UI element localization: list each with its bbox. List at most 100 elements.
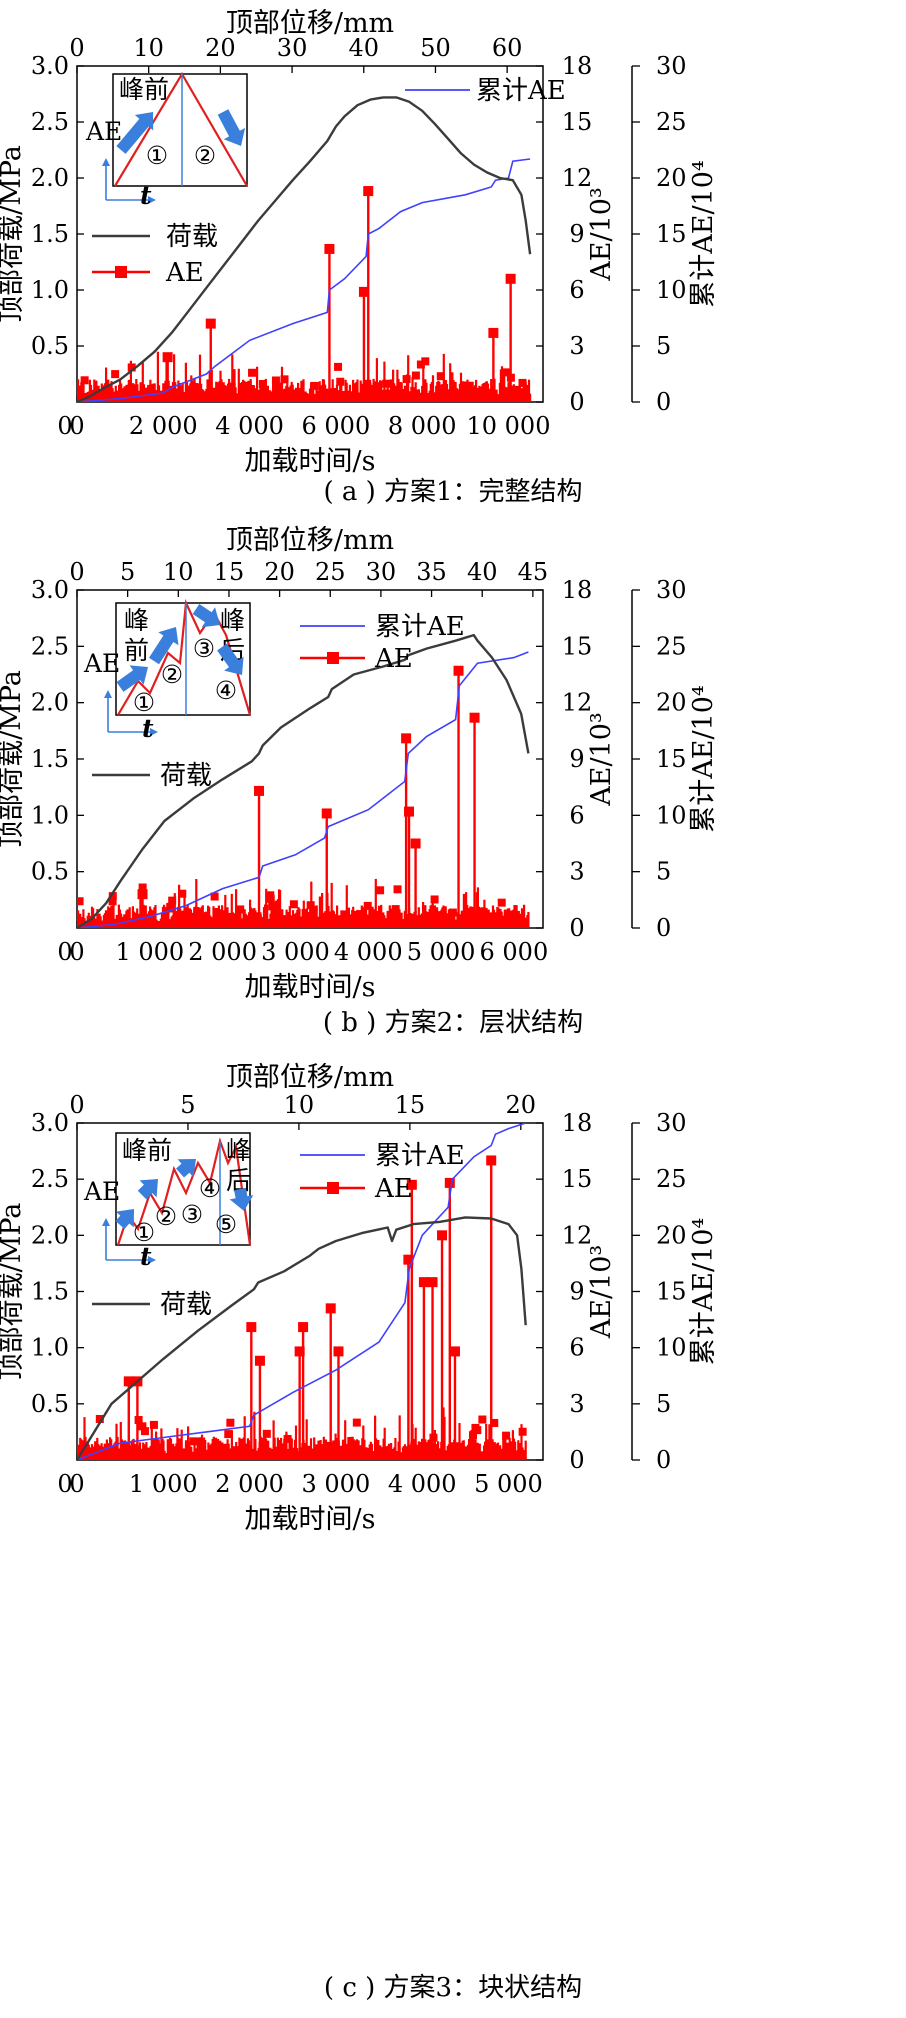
x-axis-tick-label: 10 000 bbox=[466, 412, 550, 440]
inset-fall-arrow bbox=[229, 1187, 254, 1211]
y-right1-tick-label: 0 bbox=[569, 388, 584, 416]
legend-cum-label: 累计AE bbox=[375, 1141, 465, 1171]
inset-x-arrowhead bbox=[148, 1256, 156, 1264]
ae-marker-minor bbox=[518, 378, 527, 387]
cumulative-ae-line bbox=[77, 651, 529, 928]
y-right2-tick-label: 10 bbox=[656, 801, 687, 829]
y-right2-title: 累计AE/10⁴ bbox=[688, 1218, 719, 1366]
top-axis-tick-label: 40 bbox=[467, 558, 498, 586]
y-left-tick-label: 2.5 bbox=[31, 1165, 69, 1193]
ae-marker-minor bbox=[253, 912, 262, 921]
top-axis-tick-label: 15 bbox=[395, 1091, 426, 1119]
ae-marker-minor bbox=[140, 1427, 149, 1436]
ae-marker-minor bbox=[271, 376, 280, 385]
y-right1-tick-label: 3 bbox=[569, 858, 584, 886]
top-axis-tick-label: 25 bbox=[315, 558, 346, 586]
top-axis-tick-label: 20 bbox=[506, 1091, 537, 1119]
x-axis-title: 加载时间/s bbox=[245, 446, 376, 477]
x-axis-tick-label: 8 000 bbox=[388, 412, 457, 440]
origin-label: 0 bbox=[57, 938, 72, 966]
x-axis-tick-label: 4 000 bbox=[388, 1470, 457, 1498]
y-left-tick-label: 0.5 bbox=[31, 332, 69, 360]
ae-marker-minor bbox=[513, 385, 522, 394]
ae-marker-minor bbox=[138, 883, 147, 892]
inset-stage-text: 峰 bbox=[124, 606, 149, 635]
inset-stage-text: 峰前 bbox=[119, 75, 169, 104]
y-right2-title: 累计AE/10⁴ bbox=[688, 160, 719, 308]
y-right1-tick-label: 9 bbox=[569, 1278, 584, 1306]
legend-ae-label: AE bbox=[374, 644, 413, 674]
ae-peak-marker bbox=[254, 1355, 265, 1366]
ae-marker-minor bbox=[149, 1420, 158, 1429]
y-left-tick-label: 1.5 bbox=[31, 745, 69, 773]
y-left-tick-label: 2.5 bbox=[31, 632, 69, 660]
y-right1-tick-label: 0 bbox=[569, 1446, 584, 1474]
ae-marker-minor bbox=[465, 381, 474, 390]
y-right1-tick-label: 18 bbox=[562, 1109, 593, 1137]
ae-marker-minor bbox=[224, 1430, 233, 1439]
top-axis-tick-label: 35 bbox=[416, 558, 447, 586]
y-left-tick-label: 2.5 bbox=[31, 108, 69, 136]
ae-marker-minor bbox=[272, 384, 281, 393]
x-axis-tick-label: 4 000 bbox=[215, 412, 284, 440]
ae-marker-minor bbox=[478, 907, 487, 916]
ae-marker-minor bbox=[382, 379, 391, 388]
x-axis-tick-label: 0 bbox=[69, 1470, 84, 1498]
y-right2-tick-label: 0 bbox=[656, 388, 671, 416]
y-right1-tick-label: 6 bbox=[569, 1334, 584, 1362]
ae-marker-minor bbox=[505, 1444, 514, 1453]
ae-marker-minor bbox=[266, 894, 275, 903]
ae-peak-marker bbox=[363, 186, 374, 197]
y-left-tick-label: 1.5 bbox=[31, 1278, 69, 1306]
ae-marker-minor bbox=[151, 1439, 160, 1448]
y-right2-tick-label: 5 bbox=[656, 858, 671, 886]
legend-ae-label: AE bbox=[374, 1174, 413, 1204]
inset-stage-text: 峰前 bbox=[122, 1136, 172, 1165]
ae-peak-marker bbox=[325, 1303, 336, 1314]
inset-y-arrowhead bbox=[102, 1218, 110, 1226]
ae-marker-minor bbox=[248, 368, 257, 377]
x-axis-tick-label: 2 000 bbox=[129, 412, 198, 440]
y-left-title: 顶部荷载/MPa bbox=[0, 145, 27, 323]
x-axis-tick-label: 6 000 bbox=[302, 412, 371, 440]
y-right1-tick-label: 18 bbox=[562, 52, 593, 80]
x-axis-tick-label: 4 000 bbox=[334, 938, 403, 966]
ae-marker-minor bbox=[243, 381, 252, 390]
ae-peak-marker bbox=[469, 712, 480, 723]
inset-fall-arrow bbox=[192, 604, 220, 628]
top-axis-tick-label: 60 bbox=[492, 34, 523, 62]
y-right1-tick-label: 3 bbox=[569, 332, 584, 360]
inset-xlabel: t bbox=[142, 714, 154, 743]
inset-stage-4: ④ bbox=[199, 1174, 221, 1203]
y-left-title: 顶部荷载/MPa bbox=[0, 670, 27, 848]
ae-peak-marker bbox=[401, 733, 412, 744]
x-axis-tick-label: 1 000 bbox=[129, 1470, 198, 1498]
inset-stage-1: ① bbox=[133, 1218, 155, 1247]
ae-marker-minor bbox=[210, 892, 219, 901]
inset-y-arrowhead bbox=[104, 690, 112, 698]
ae-marker-minor bbox=[80, 376, 89, 385]
ae-peak-marker bbox=[205, 318, 216, 329]
ae-marker-minor bbox=[351, 1440, 360, 1449]
x-axis-tick-label: 5 000 bbox=[407, 938, 476, 966]
ae-peak-marker bbox=[410, 838, 421, 849]
y-right2-title: 累计AE/10⁴ bbox=[688, 685, 719, 833]
top-axis-tick-label: 20 bbox=[205, 34, 236, 62]
inset-stage-1: ① bbox=[133, 688, 155, 717]
top-axis-tick-label: 0 bbox=[69, 34, 84, 62]
ae-peak-marker bbox=[488, 327, 499, 338]
inset-stage-4: ④ bbox=[215, 676, 237, 705]
ae-marker-minor bbox=[468, 1431, 477, 1440]
ae-base-band bbox=[77, 395, 531, 402]
y-right1-tick-label: 15 bbox=[562, 632, 593, 660]
inset-stage-2: ② bbox=[161, 660, 183, 689]
y-left-tick-label: 1.0 bbox=[31, 801, 69, 829]
y-right1-tick-label: 12 bbox=[562, 1221, 593, 1249]
legend-ae-marker bbox=[327, 652, 339, 664]
y-right2-tick-label: 20 bbox=[656, 689, 687, 717]
inset-stage-2: ② bbox=[194, 141, 216, 170]
y-right1-tick-label: 15 bbox=[562, 108, 593, 136]
y-right2-tick-label: 30 bbox=[656, 1109, 687, 1137]
top-axis-tick-label: 15 bbox=[214, 558, 245, 586]
ae-marker-minor bbox=[391, 905, 400, 914]
